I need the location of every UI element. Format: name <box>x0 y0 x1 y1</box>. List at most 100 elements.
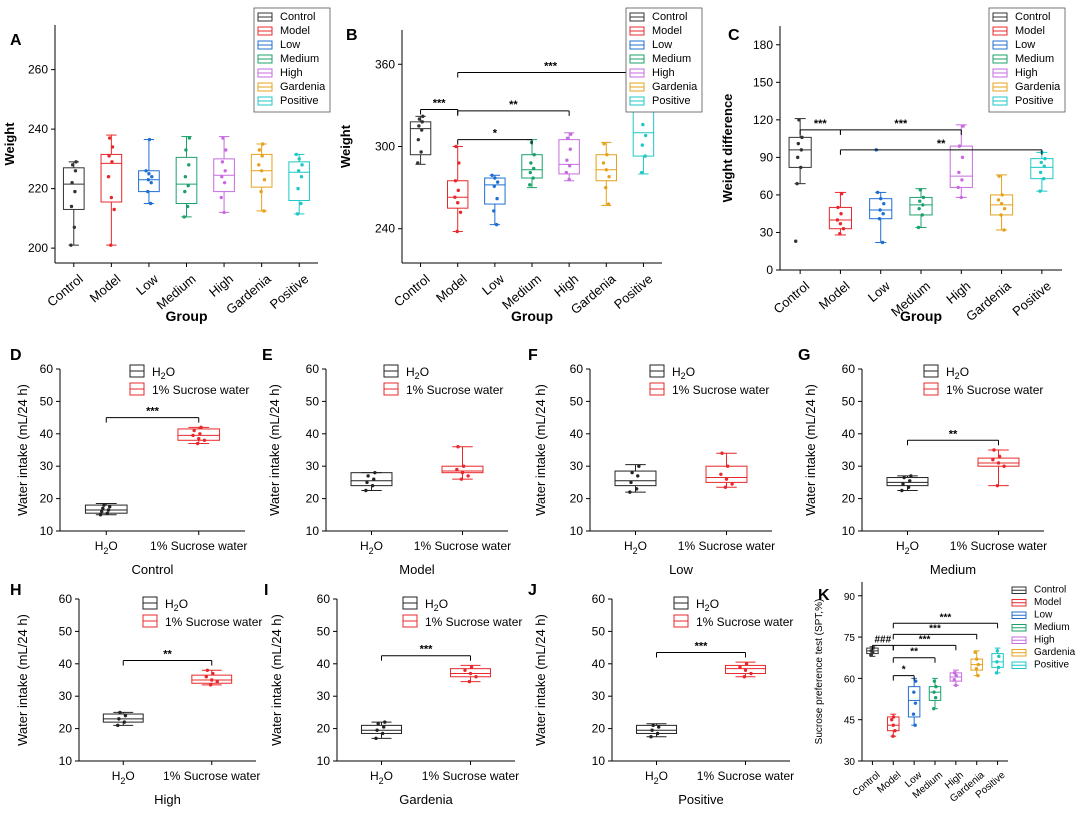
significance-bracket: *** <box>892 612 999 629</box>
data-point <box>262 178 267 182</box>
box-1-sucrose-water <box>977 448 1020 488</box>
data-point <box>117 717 121 721</box>
y-tick-label: 20 <box>40 492 54 506</box>
data-point <box>144 169 148 173</box>
data-point <box>975 657 979 661</box>
data-point <box>996 461 1001 465</box>
data-point <box>956 185 960 190</box>
x-axis-label: Group <box>166 308 208 324</box>
box-medium <box>175 136 198 219</box>
legend-label: Medium <box>1015 53 1054 65</box>
box-medium <box>521 139 543 189</box>
data-point <box>961 124 965 128</box>
data-point <box>921 203 925 207</box>
significance-label: ** <box>509 99 518 111</box>
panel-label-H: H <box>10 582 22 599</box>
data-point <box>455 229 459 234</box>
significance-bracket: *** <box>799 118 841 135</box>
legend: H2O 1% Sucrose water <box>402 596 522 629</box>
data-point <box>146 178 151 182</box>
box-rect <box>100 153 123 203</box>
outlier-point <box>794 239 798 243</box>
data-point <box>199 425 203 430</box>
legend-label: High <box>1015 67 1038 79</box>
box-h2o <box>886 474 929 493</box>
box-1-sucrose-water <box>705 451 748 489</box>
data-point <box>148 201 153 206</box>
panel-title: High <box>154 792 181 807</box>
data-point <box>932 690 936 694</box>
data-point <box>604 185 608 190</box>
box-1-sucrose-water <box>177 425 221 446</box>
data-point <box>223 169 227 173</box>
y-tick-label: 60 <box>570 362 584 376</box>
y-tick-label: 20 <box>317 722 331 736</box>
box-control <box>788 118 812 243</box>
data-point <box>995 660 999 664</box>
data-point <box>913 701 918 705</box>
data-point <box>954 673 958 678</box>
data-point <box>73 169 78 173</box>
box-medium <box>928 677 942 711</box>
y-tick-label: 20 <box>592 722 606 736</box>
box-rect <box>886 477 929 487</box>
box-rect <box>977 457 1020 467</box>
y-tick-label: 20 <box>59 722 73 736</box>
data-point <box>299 201 303 206</box>
data-point <box>259 169 264 173</box>
box-rect <box>949 145 973 188</box>
panel-H: H 10 20 30 40 50 60 Water intake (mL/24 h) H2O 1%… <box>10 582 262 807</box>
legend: Control Model Low Medium High Gardenia Positiv… <box>625 7 703 113</box>
data-point <box>215 679 219 684</box>
box-rect <box>409 121 432 156</box>
data-point <box>994 671 999 675</box>
y-tick-label: 300 <box>375 140 395 154</box>
data-point <box>183 175 188 179</box>
data-point <box>1039 160 1043 165</box>
y-tick-label: 60 <box>592 592 606 606</box>
panel-label-J: J <box>528 582 537 599</box>
data-point <box>380 731 385 736</box>
data-point <box>261 142 265 146</box>
legend-label: Low <box>1034 610 1053 621</box>
legend-label: High <box>652 67 675 79</box>
data-point <box>630 470 634 475</box>
box-rect <box>907 686 921 718</box>
data-point <box>224 148 228 152</box>
data-point <box>836 205 840 210</box>
x-axis-label: Group <box>511 308 553 324</box>
legend-label: 1% Sucrose water <box>425 615 522 629</box>
data-point <box>493 176 497 180</box>
data-point <box>568 147 572 151</box>
data-point <box>799 165 803 170</box>
legend: H2O 1% Sucrose water <box>129 364 249 397</box>
data-point <box>456 188 460 193</box>
significance-bracket: *** <box>105 406 200 423</box>
significance-bracket: *** <box>656 640 746 658</box>
legend-label: Low <box>1015 39 1035 51</box>
data-point <box>877 216 882 221</box>
panel-label-D: D <box>10 347 22 364</box>
data-point <box>995 649 999 653</box>
significance-label: *** <box>420 644 434 656</box>
box-model <box>447 144 469 234</box>
data-point <box>147 137 152 142</box>
y-tick-label: 40 <box>570 427 584 441</box>
x-tick-label: H2O <box>624 539 647 556</box>
data-point <box>456 200 460 205</box>
y-tick-label: 10 <box>59 754 73 768</box>
data-point <box>933 695 938 700</box>
data-point <box>123 713 128 718</box>
x-tick-label: H2O <box>896 539 919 556</box>
data-point <box>109 243 113 247</box>
box-1-sucrose-water <box>449 664 492 684</box>
legend-label: H2O <box>425 597 448 613</box>
data-point <box>458 210 463 214</box>
legend-label: Gardenia <box>1034 647 1076 658</box>
data-point <box>997 174 1001 178</box>
panel-F: F 10 20 30 40 50 60 Water intake (mL/24 h) H2O 1%… <box>528 347 775 577</box>
data-point <box>914 679 918 683</box>
box-model <box>887 713 900 738</box>
panel-label-I: I <box>264 582 268 599</box>
significance-bracket: ** <box>122 649 213 666</box>
